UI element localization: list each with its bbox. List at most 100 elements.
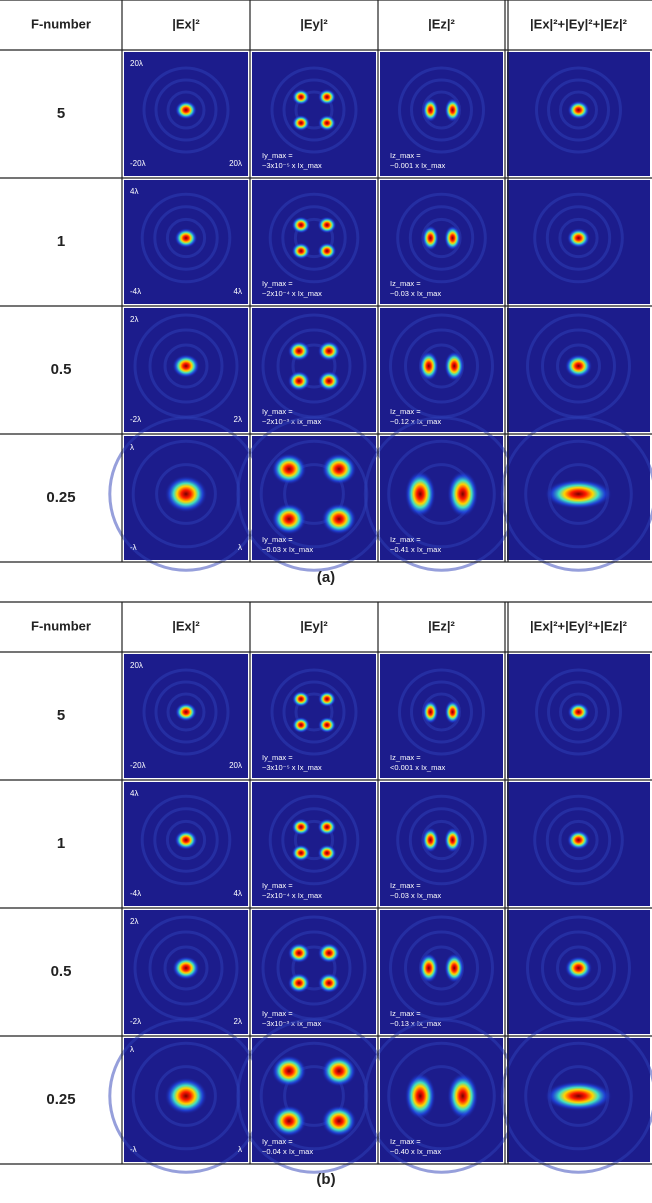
intensity-spot — [321, 453, 356, 485]
intensity-note: Iz_max = — [390, 881, 421, 890]
intensity-spot — [545, 1081, 613, 1111]
intensity-spot — [545, 479, 613, 509]
axis-label: 2λ — [130, 315, 138, 324]
page: F-number|Ex|²|Ey|²|Ez|²|Ex|²+|Ey|²+|Ez|²… — [0, 0, 652, 1203]
intensity-spot — [165, 475, 208, 512]
f-number: 0.5 — [51, 361, 72, 378]
axis-label: -λ — [130, 1145, 137, 1154]
intensity-spot — [165, 1077, 208, 1114]
intensity-note: ~0.001 x Ix_max — [390, 161, 445, 170]
intensity-spot — [445, 98, 461, 122]
intensity-spot — [172, 956, 200, 980]
panel-label: (a) — [317, 569, 335, 586]
intensity-spot — [271, 1055, 306, 1087]
f-number: 0.5 — [51, 963, 72, 980]
column-header: F-number — [31, 618, 91, 633]
intensity-note: Iy_max = — [262, 151, 293, 160]
intensity-spot — [422, 225, 439, 250]
intensity-spot — [318, 242, 337, 259]
intensity-spot — [318, 216, 337, 233]
axis-label: 2λ — [234, 415, 242, 424]
intensity-spot — [318, 844, 337, 861]
intensity-spot — [422, 700, 438, 724]
axis-label: 20λ — [130, 661, 143, 670]
intensity-spot — [288, 943, 311, 963]
intensity-spot — [445, 700, 461, 724]
axis-label: 2λ — [234, 1017, 242, 1026]
intensity-spot — [175, 703, 197, 722]
intensity-note: ~0.40 x Ix_max — [390, 1147, 441, 1156]
intensity-note: Iz_max = — [390, 151, 421, 160]
intensity-spot — [292, 242, 311, 259]
panel-label: (b) — [316, 1171, 335, 1188]
intensity-spot — [419, 351, 439, 381]
figure: F-number|Ex|²|Ey|²|Ez|²|Ex|²+|Ey|²+|Ez|²… — [0, 0, 652, 1203]
axis-label: 20λ — [130, 59, 143, 68]
intensity-spot — [318, 973, 341, 993]
intensity-spot — [318, 943, 341, 963]
intensity-note: ~0.03 x Ix_max — [390, 891, 441, 900]
intensity-spot — [565, 956, 593, 980]
intensity-note: Iz_max = — [390, 535, 421, 544]
intensity-spot — [318, 371, 341, 391]
intensity-spot — [565, 354, 593, 378]
axis-label: 2λ — [130, 917, 138, 926]
axis-label: 4λ — [130, 187, 138, 196]
axis-label: -λ — [130, 543, 137, 552]
column-header: |Ey|² — [300, 618, 328, 633]
intensity-spot — [447, 1073, 478, 1120]
column-header: |Ex|² — [172, 618, 200, 633]
intensity-spot — [292, 216, 311, 233]
axis-label: 4λ — [234, 287, 242, 296]
f-number: 5 — [57, 707, 65, 724]
intensity-spot — [444, 351, 464, 381]
f-number: 1 — [57, 835, 65, 852]
intensity-spot — [405, 1073, 436, 1120]
axis-label: 20λ — [229, 159, 242, 168]
intensity-spot — [175, 101, 197, 120]
intensity-spot — [292, 691, 310, 707]
intensity-note: <0.001 x Ix_max — [390, 763, 445, 772]
intensity-spot — [422, 827, 439, 852]
intensity-spot — [271, 1105, 306, 1137]
intensity-spot — [444, 225, 461, 250]
intensity-spot — [271, 453, 306, 485]
intensity-spot — [419, 953, 439, 983]
f-number: 0.25 — [46, 489, 75, 506]
axis-label: -2λ — [130, 415, 141, 424]
column-header: F-number — [31, 16, 91, 31]
intensity-note: Iz_max = — [390, 753, 421, 762]
intensity-note: Iy_max = — [262, 1137, 293, 1146]
intensity-note: Iy_max = — [262, 1009, 293, 1018]
intensity-spot — [318, 341, 341, 361]
intensity-spot — [568, 703, 590, 722]
intensity-note: ~0.03 x Ix_max — [390, 289, 441, 298]
intensity-spot — [321, 1105, 356, 1137]
axis-label: -20λ — [130, 761, 146, 770]
intensity-spot — [318, 691, 336, 707]
intensity-spot — [318, 115, 336, 131]
axis-label: λ — [238, 543, 242, 552]
intensity-spot — [321, 503, 356, 535]
intensity-spot — [567, 228, 590, 248]
intensity-spot — [288, 341, 311, 361]
f-number: 0.25 — [46, 1091, 75, 1108]
intensity-note: ~3x10⁻⁵ x Ix_max — [262, 763, 322, 772]
intensity-note: Iy_max = — [262, 753, 293, 762]
axis-label: -20λ — [130, 159, 146, 168]
intensity-spot — [292, 115, 310, 131]
column-header: |Ex|²+|Ey|²+|Ez|² — [530, 618, 628, 633]
column-header: |Ey|² — [300, 16, 328, 31]
intensity-note: Iz_max = — [390, 407, 421, 416]
intensity-spot — [318, 89, 336, 105]
intensity-spot — [271, 503, 306, 535]
intensity-spot — [321, 1055, 356, 1087]
intensity-spot — [444, 953, 464, 983]
intensity-spot — [292, 89, 310, 105]
intensity-note: Iy_max = — [262, 881, 293, 890]
column-header: |Ex|²+|Ey|²+|Ez|² — [530, 16, 628, 31]
intensity-spot — [318, 818, 337, 835]
axis-label: 4λ — [234, 889, 242, 898]
intensity-spot — [174, 830, 197, 850]
intensity-spot — [174, 228, 197, 248]
